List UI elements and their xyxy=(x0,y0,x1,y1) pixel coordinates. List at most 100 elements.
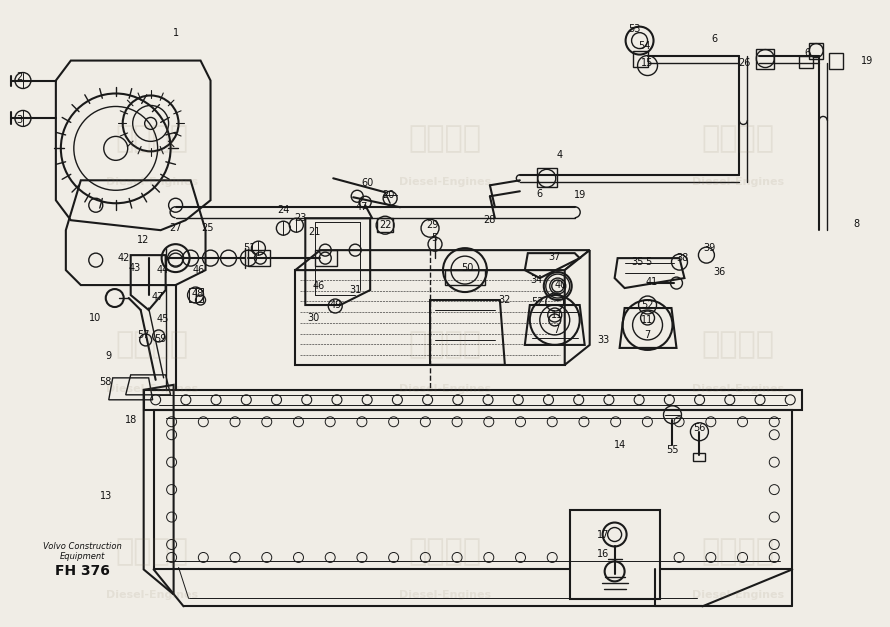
Text: 紫发动力: 紫发动力 xyxy=(701,330,774,359)
Text: 紫发动力: 紫发动力 xyxy=(409,124,481,153)
Text: 41: 41 xyxy=(645,277,658,287)
Text: 56: 56 xyxy=(693,423,706,433)
Text: 18: 18 xyxy=(125,415,137,424)
Text: 紫发动力: 紫发动力 xyxy=(116,537,189,566)
Text: 31: 31 xyxy=(349,285,361,295)
Bar xyxy=(809,43,823,58)
Text: Diesel-Engines: Diesel-Engines xyxy=(106,384,198,394)
Text: 紫发动力: 紫发动力 xyxy=(116,330,189,359)
Text: 6: 6 xyxy=(711,34,717,44)
Text: 19: 19 xyxy=(861,56,873,66)
Text: 6: 6 xyxy=(537,189,543,199)
Text: Volvo Construction: Volvo Construction xyxy=(44,542,122,552)
Text: 15: 15 xyxy=(642,58,654,68)
Text: 7: 7 xyxy=(644,330,651,340)
Text: 19: 19 xyxy=(573,190,586,200)
Text: 49: 49 xyxy=(329,300,342,310)
Text: Diesel-Engines: Diesel-Engines xyxy=(106,177,198,187)
Text: 2: 2 xyxy=(16,71,22,82)
Bar xyxy=(377,218,393,232)
Text: 47: 47 xyxy=(151,292,164,302)
Bar xyxy=(799,56,813,68)
Text: 53: 53 xyxy=(628,24,641,34)
Text: 37: 37 xyxy=(548,252,561,262)
Text: 33: 33 xyxy=(597,335,610,345)
Text: 12: 12 xyxy=(136,235,149,245)
Text: 30: 30 xyxy=(307,313,320,323)
Text: 10: 10 xyxy=(89,313,101,323)
Text: 21: 21 xyxy=(308,227,320,237)
Text: 50: 50 xyxy=(461,263,473,273)
Text: 6: 6 xyxy=(805,48,810,58)
Text: 27: 27 xyxy=(169,223,182,233)
Text: 52: 52 xyxy=(642,300,654,310)
Bar xyxy=(829,53,843,68)
Text: 4: 4 xyxy=(556,150,562,161)
Bar xyxy=(315,250,337,266)
Text: 23: 23 xyxy=(294,213,306,223)
Text: 17: 17 xyxy=(596,530,609,539)
Text: 38: 38 xyxy=(676,253,689,263)
Text: 54: 54 xyxy=(638,41,651,51)
Text: 14: 14 xyxy=(613,440,626,450)
Text: 紫发动力: 紫发动力 xyxy=(409,330,481,359)
Text: Diesel-Engines: Diesel-Engines xyxy=(399,384,491,394)
Text: Diesel-Engines: Diesel-Engines xyxy=(692,384,784,394)
Text: 紫发动力: 紫发动力 xyxy=(116,124,189,153)
Text: 24: 24 xyxy=(277,205,289,215)
Text: 40: 40 xyxy=(554,280,567,290)
Text: 39: 39 xyxy=(703,243,716,253)
Text: 20: 20 xyxy=(382,190,394,200)
Text: Diesel-Engines: Diesel-Engines xyxy=(399,590,491,600)
Text: 55: 55 xyxy=(667,445,679,455)
Bar xyxy=(537,168,557,187)
Text: 52: 52 xyxy=(531,297,544,307)
Text: 25: 25 xyxy=(201,223,214,233)
Text: 11: 11 xyxy=(551,310,562,320)
Polygon shape xyxy=(565,250,590,365)
Text: 22: 22 xyxy=(379,220,392,230)
Text: 48: 48 xyxy=(191,289,204,299)
Bar xyxy=(248,250,271,266)
Text: 45: 45 xyxy=(157,314,169,324)
Text: 46: 46 xyxy=(192,265,205,275)
Text: 7: 7 xyxy=(554,325,560,335)
Text: 11: 11 xyxy=(642,315,653,325)
Text: Diesel-Engines: Diesel-Engines xyxy=(399,177,491,187)
Text: 3: 3 xyxy=(16,115,22,125)
Bar xyxy=(693,453,706,461)
Text: 60: 60 xyxy=(361,178,373,188)
Text: Diesel-Engines: Diesel-Engines xyxy=(692,177,784,187)
Bar xyxy=(295,270,565,365)
Text: Diesel-Engines: Diesel-Engines xyxy=(106,590,198,600)
Text: 32: 32 xyxy=(498,295,511,305)
Text: 26: 26 xyxy=(738,58,750,68)
Text: 34: 34 xyxy=(530,275,543,285)
Bar xyxy=(633,51,648,66)
Text: 紫发动力: 紫发动力 xyxy=(701,124,774,153)
Text: 9: 9 xyxy=(106,351,112,361)
Text: 43: 43 xyxy=(128,263,141,273)
Bar xyxy=(756,48,774,68)
Text: 紫发动力: 紫发动力 xyxy=(409,537,481,566)
Text: 46: 46 xyxy=(312,281,325,291)
Text: FH 376: FH 376 xyxy=(55,564,110,579)
Text: 51: 51 xyxy=(243,243,255,253)
Text: 28: 28 xyxy=(483,215,496,225)
Text: 35: 35 xyxy=(631,257,643,267)
Bar xyxy=(189,288,203,302)
Polygon shape xyxy=(295,250,590,270)
Text: 44: 44 xyxy=(157,265,169,275)
Text: 1: 1 xyxy=(173,28,179,38)
Text: 5: 5 xyxy=(431,233,437,243)
Text: 13: 13 xyxy=(100,490,112,500)
Text: 36: 36 xyxy=(713,267,725,277)
Text: 16: 16 xyxy=(596,549,609,559)
Text: 57: 57 xyxy=(137,330,150,340)
Text: 5: 5 xyxy=(645,257,651,267)
Text: 紫发动力: 紫发动力 xyxy=(701,537,774,566)
Text: 29: 29 xyxy=(425,220,438,230)
Text: Equipment: Equipment xyxy=(61,552,106,561)
Text: 59: 59 xyxy=(155,334,166,344)
Text: 47: 47 xyxy=(356,203,368,212)
